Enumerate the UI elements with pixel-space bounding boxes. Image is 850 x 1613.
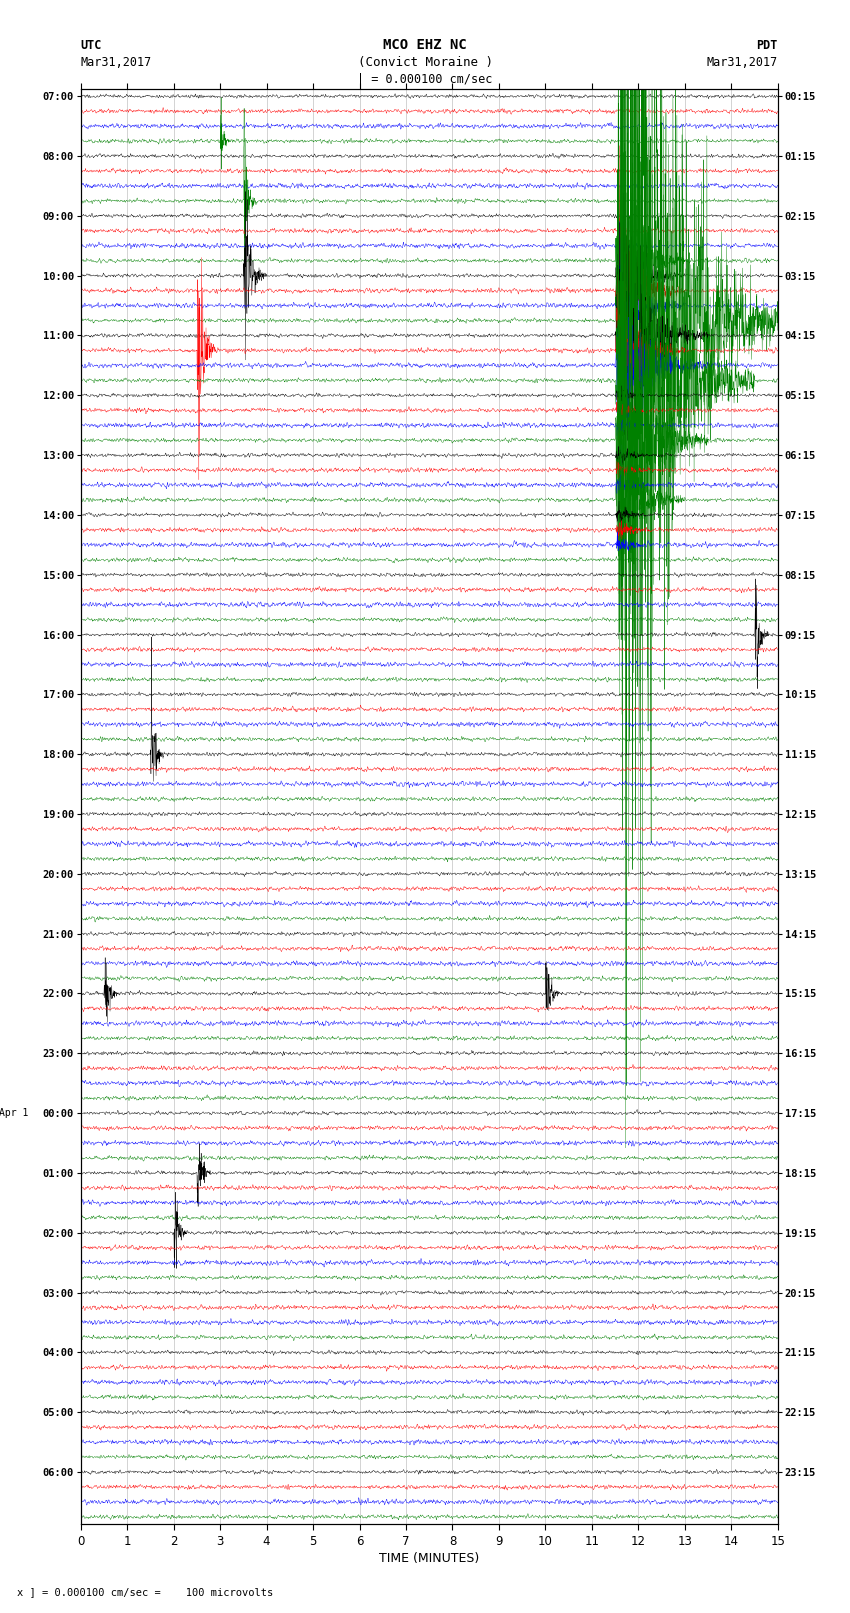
Text: PDT: PDT bbox=[756, 39, 778, 52]
Text: Mar31,2017: Mar31,2017 bbox=[81, 56, 152, 69]
Text: (Convict Moraine ): (Convict Moraine ) bbox=[358, 56, 492, 69]
Text: Apr 1: Apr 1 bbox=[0, 1108, 28, 1118]
X-axis label: TIME (MINUTES): TIME (MINUTES) bbox=[379, 1552, 479, 1565]
Text: UTC: UTC bbox=[81, 39, 102, 52]
Text: x ] = 0.000100 cm/sec =    100 microvolts: x ] = 0.000100 cm/sec = 100 microvolts bbox=[17, 1587, 273, 1597]
Text: MCO EHZ NC: MCO EHZ NC bbox=[383, 37, 467, 52]
Text: Mar31,2017: Mar31,2017 bbox=[706, 56, 778, 69]
Text: | = 0.000100 cm/sec: | = 0.000100 cm/sec bbox=[357, 73, 493, 85]
